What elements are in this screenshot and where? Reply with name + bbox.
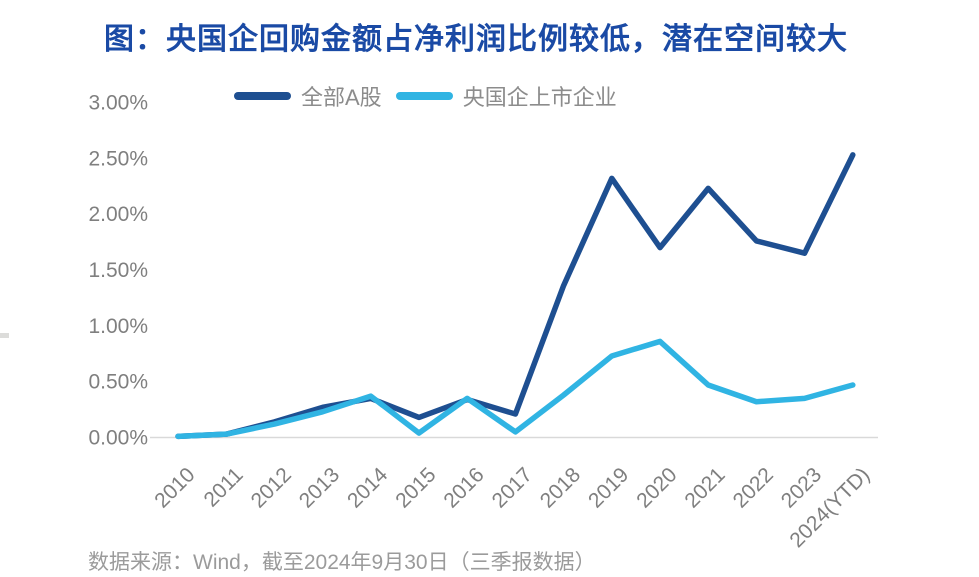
x-axis-tick-label: 2019	[584, 463, 633, 512]
data-source-note: 数据来源：Wind，截至2024年9月30日（三季报数据）	[88, 551, 596, 574]
legend-swatch-central-soe-listed	[395, 92, 453, 100]
x-axis-tick-label: 2017	[488, 463, 537, 512]
x-axis-tick-label: 2018	[536, 463, 585, 512]
legend-label-central-soe-listed: 央国企上市企业	[462, 85, 617, 110]
y-axis-tick-label: 1.50%	[88, 259, 148, 282]
legend-item-central-soe-listed: 央国企上市企业	[395, 80, 617, 112]
x-axis-tick-label: 2020	[632, 463, 681, 512]
series-line-all-a-shares	[175, 152, 856, 440]
y-axis-tick-label: 0.50%	[88, 371, 148, 394]
x-axis-tick-label: 2022	[729, 463, 778, 512]
y-axis-tick-label: 1.00%	[88, 315, 148, 338]
y-axis-tick-label: 0.00%	[88, 427, 148, 450]
y-axis-tick-label: 2.50%	[88, 147, 148, 170]
x-axis-tick-label: 2012	[247, 463, 296, 512]
x-axis-tick-label: 2015	[391, 463, 440, 512]
x-axis-tick-label: 2010	[150, 463, 199, 512]
legend-swatch-all-a-shares	[234, 92, 291, 100]
x-axis-tick-label: 2016	[439, 463, 488, 512]
y-axis-tick-label: 3.00%	[88, 91, 148, 114]
legend-label-all-a-shares: 全部A股	[301, 85, 382, 110]
y-axis-tick-label: 2.00%	[88, 203, 148, 226]
x-axis-tick-label: 2011	[200, 463, 248, 511]
chart-title: 图：央国企回购金额占净利润比例较低，潜在空间较大	[104, 23, 848, 56]
x-axis-tick-label: 2013	[295, 463, 344, 512]
legend-item-all-a-shares: 全部A股	[234, 80, 382, 112]
chart-legend: 全部A股 央国企上市企业	[234, 80, 617, 112]
x-axis-tick-label: 2014	[343, 463, 393, 513]
series-line-central-soe-listed	[175, 338, 856, 440]
stray-page-mark	[0, 333, 9, 338]
x-axis-tick-label: 2021	[680, 463, 729, 512]
